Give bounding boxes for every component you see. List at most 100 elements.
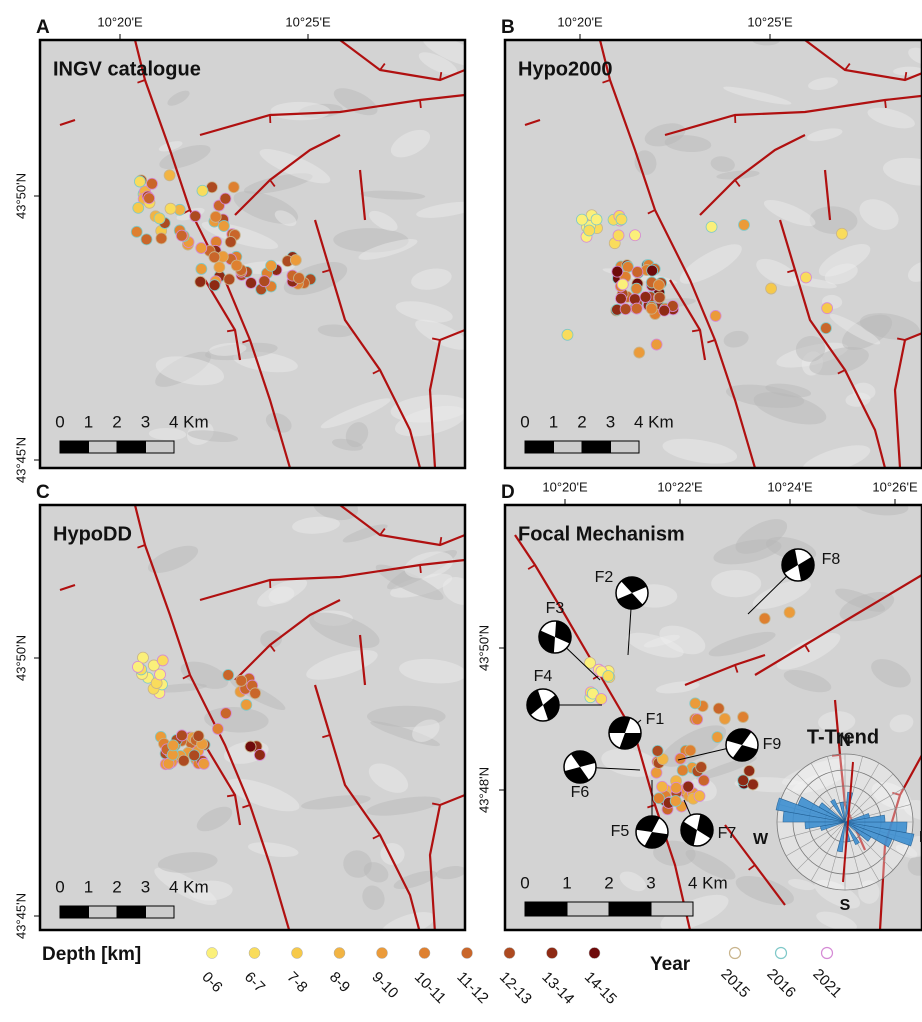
earthquake [747,779,758,790]
earthquake [576,214,587,225]
panel-title: HypoDD [53,523,132,545]
earthquake [245,741,256,752]
focal-label: F9 [763,736,782,753]
scale-label: 2 [112,877,121,896]
depth-class-label: 14-15 [581,969,620,1008]
earthquake [147,178,158,189]
earthquake [706,221,717,232]
scale-segment [554,441,583,453]
lon-label: 10°20'E [97,14,143,29]
scale-label: 3 [606,412,615,431]
year-swatch [776,948,787,959]
lon-label: 10°24'E [767,479,813,494]
panel-title: Hypo2000 [518,58,613,80]
scale-segment [146,906,175,918]
earthquake [836,228,847,239]
earthquake [209,280,220,291]
earthquake [176,730,187,741]
earthquake [690,698,701,709]
earthquake [189,750,200,761]
scale-label: 0 [520,412,529,431]
earthquake [719,713,730,724]
earthquake [209,252,220,263]
earthquake [231,260,242,271]
lon-label: 10°25'E [285,14,331,29]
earthquake [155,669,166,680]
rose-south: S [840,897,851,914]
earthquake [193,731,204,742]
earthquake [603,671,614,682]
earthquake [694,791,705,802]
depth-swatch [419,948,430,959]
scale-label: 2 [604,873,613,892]
earthquake [612,266,623,277]
lon-label: 10°25'E [747,14,793,29]
panel-letter: A [36,17,50,38]
lon-label: 10°20'E [542,479,588,494]
scale-segment [60,906,89,918]
earthquake [178,755,189,766]
earthquake [631,303,642,314]
earthquake [176,230,187,241]
map-body [505,35,922,480]
earthquake [290,255,301,266]
scale-segment [89,441,118,453]
earthquake [820,323,831,334]
page: {"panels": [ {"letter": "A", "title": "I… [0,0,922,1022]
year-label: 2015 [717,966,753,1002]
depth-swatch [207,948,218,959]
earthquake [165,203,176,214]
rose-north: N [839,733,851,750]
earthquake [196,263,207,274]
depth-class-label: 11-12 [453,969,491,1007]
focal-label: F8 [822,551,841,568]
depth-swatch [504,948,515,959]
earthquake [657,781,668,792]
focal-label: F1 [646,711,665,728]
earthquake [220,708,231,719]
depth-swatch [334,948,345,959]
scale-label: 3 [141,412,150,431]
lon-label: 10°20'E [557,14,603,29]
earthquake [591,214,602,225]
earthquake [141,234,152,245]
panel-title: INGV catalogue [53,58,201,80]
lon-label: 10°26'E [872,479,918,494]
scale-label: 4 Km [688,873,728,892]
depth-swatch [462,948,473,959]
scale-label: 0 [520,873,529,892]
scale-label: 1 [562,873,571,892]
earthquake [647,265,658,276]
earthquake [670,796,681,807]
year-legend-title: Year [650,954,691,975]
earthquake [616,214,627,225]
focal-label: F5 [611,823,630,840]
figure: AINGV catalogue 10°20'E 10°25'E 43°50'N 43°4… [0,0,922,1017]
earthquake [766,283,777,294]
scale-segment [525,441,554,453]
lat-label: 43°45'N [13,437,28,483]
earthquake [822,303,833,314]
earthquake [738,219,749,230]
year-label: 2021 [809,966,845,1002]
scale-label: 4 Km [634,412,674,431]
panel-title: Focal Mechanism [518,523,685,545]
scale-segment [611,441,640,453]
depth-class-label: 7-8 [283,969,310,996]
earthquake [197,185,208,196]
earthquake [225,236,236,247]
year-swatch [730,948,741,959]
depth-swatch [547,948,558,959]
scale-label: 1 [84,877,93,896]
earthquake [154,213,165,224]
focal-label: F4 [534,668,553,685]
lat-label: 43°50'N [13,173,28,219]
earthquake [651,767,662,778]
fault-tick [420,565,421,573]
earthquake [131,226,142,237]
earthquake [738,775,749,786]
earthquake [651,339,662,350]
panel-letter: C [36,482,50,503]
year-swatch [822,948,833,959]
scale-label: 0 [55,412,64,431]
